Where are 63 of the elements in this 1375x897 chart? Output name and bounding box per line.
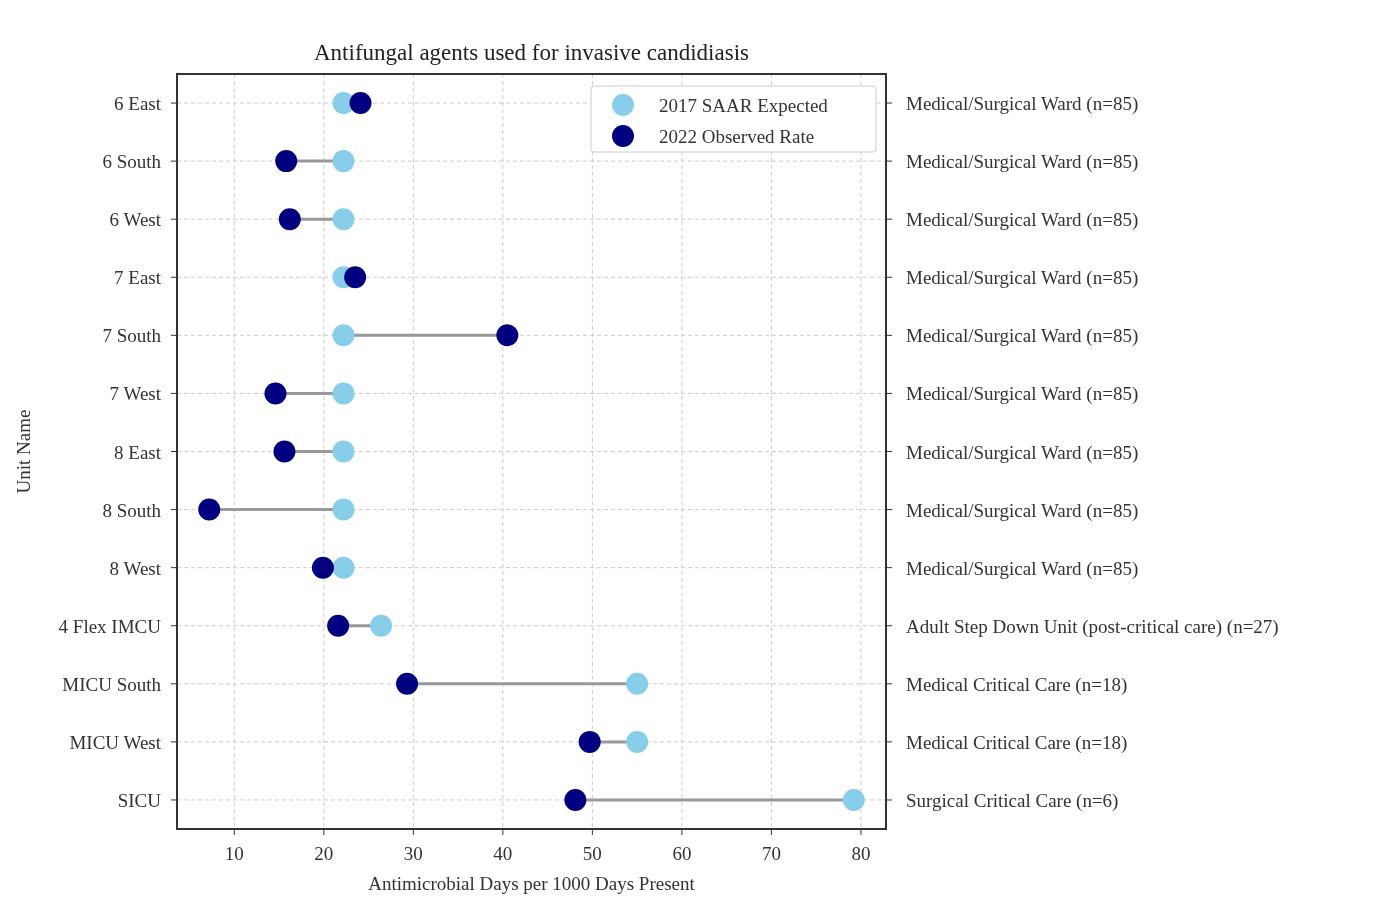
point: [370, 614, 393, 637]
x-tick-label: 60: [672, 843, 692, 864]
point: [626, 730, 649, 753]
legend-label: 2017 SAAR Expected: [659, 95, 829, 116]
chart-title: Antifungal agents used for invasive candidiasis: [314, 40, 750, 65]
y2-tick-label: Medical Critical Care (n=18): [906, 731, 1128, 754]
point: [332, 324, 355, 347]
y-tick-label: 8 East: [114, 441, 162, 463]
y2-tick-label: Medical/Surgical Ward (n=85): [906, 441, 1139, 464]
point: [349, 92, 372, 115]
y-tick-label: 8 West: [109, 557, 162, 579]
x-tick-label: 20: [314, 843, 334, 864]
y-tick-label: 6 West: [109, 209, 162, 231]
point: [275, 150, 298, 173]
y2-tick-label: Medical Critical Care (n=18): [906, 673, 1128, 696]
y2-tick-label: Medical/Surgical Ward (n=85): [906, 499, 1139, 522]
point: [327, 614, 350, 637]
y2-tick-label: Medical/Surgical Ward (n=85): [906, 209, 1139, 232]
point: [332, 498, 355, 521]
y2-tick-label: Medical/Surgical Ward (n=85): [906, 383, 1139, 406]
x-axis-title: Antimicrobial Days per 1000 Days Present: [368, 873, 696, 894]
y2-tick-label: Medical/Surgical Ward (n=85): [906, 267, 1139, 290]
y-tick-label: 7 West: [109, 383, 162, 405]
y-tick-label: SICU: [117, 789, 162, 811]
point: [332, 208, 355, 231]
point: [264, 382, 287, 405]
y2-tick-label: Medical/Surgical Ward (n=85): [906, 151, 1139, 174]
y2-tick-label: Medical/Surgical Ward (n=85): [906, 93, 1139, 116]
x-tick-label: 40: [493, 843, 513, 864]
point: [626, 672, 649, 695]
point: [842, 788, 865, 811]
y-tick-label: 8 South: [102, 499, 162, 521]
y-tick-label: MICU West: [69, 731, 162, 753]
x-tick-label: 50: [582, 843, 602, 864]
y-tick-label: 7 South: [102, 325, 162, 347]
y-axis-title: Unit Name: [13, 409, 34, 494]
y-tick-label: 6 South: [102, 151, 162, 173]
x-tick-label: 30: [403, 843, 423, 864]
point: [564, 788, 587, 811]
legend-label: 2022 Observed Rate: [659, 126, 815, 147]
y2-tick-label: Surgical Critical Care (n=6): [906, 789, 1119, 812]
point: [198, 498, 221, 521]
point: [396, 672, 419, 695]
point: [311, 556, 334, 579]
point: [496, 324, 519, 347]
point: [332, 556, 355, 579]
point: [332, 150, 355, 173]
y-tick-label: MICU South: [62, 673, 162, 695]
point: [578, 730, 601, 753]
y2-tick-label: Medical/Surgical Ward (n=85): [906, 557, 1139, 580]
y-tick-label: 6 East: [114, 93, 162, 115]
y-tick-label: 7 East: [114, 267, 162, 289]
point: [273, 440, 296, 463]
point: [278, 208, 301, 231]
y2-tick-label: Medical/Surgical Ward (n=85): [906, 325, 1139, 348]
x-tick-label: 10: [224, 843, 244, 864]
y-tick-label: 4 Flex IMCU: [58, 615, 162, 637]
y2-tick-label: Adult Step Down Unit (post-critical care) (n=27): [906, 615, 1279, 638]
x-tick-label: 80: [851, 843, 871, 864]
point: [332, 382, 355, 405]
x-tick-label: 70: [761, 843, 781, 864]
point: [344, 266, 367, 289]
point: [332, 440, 355, 463]
